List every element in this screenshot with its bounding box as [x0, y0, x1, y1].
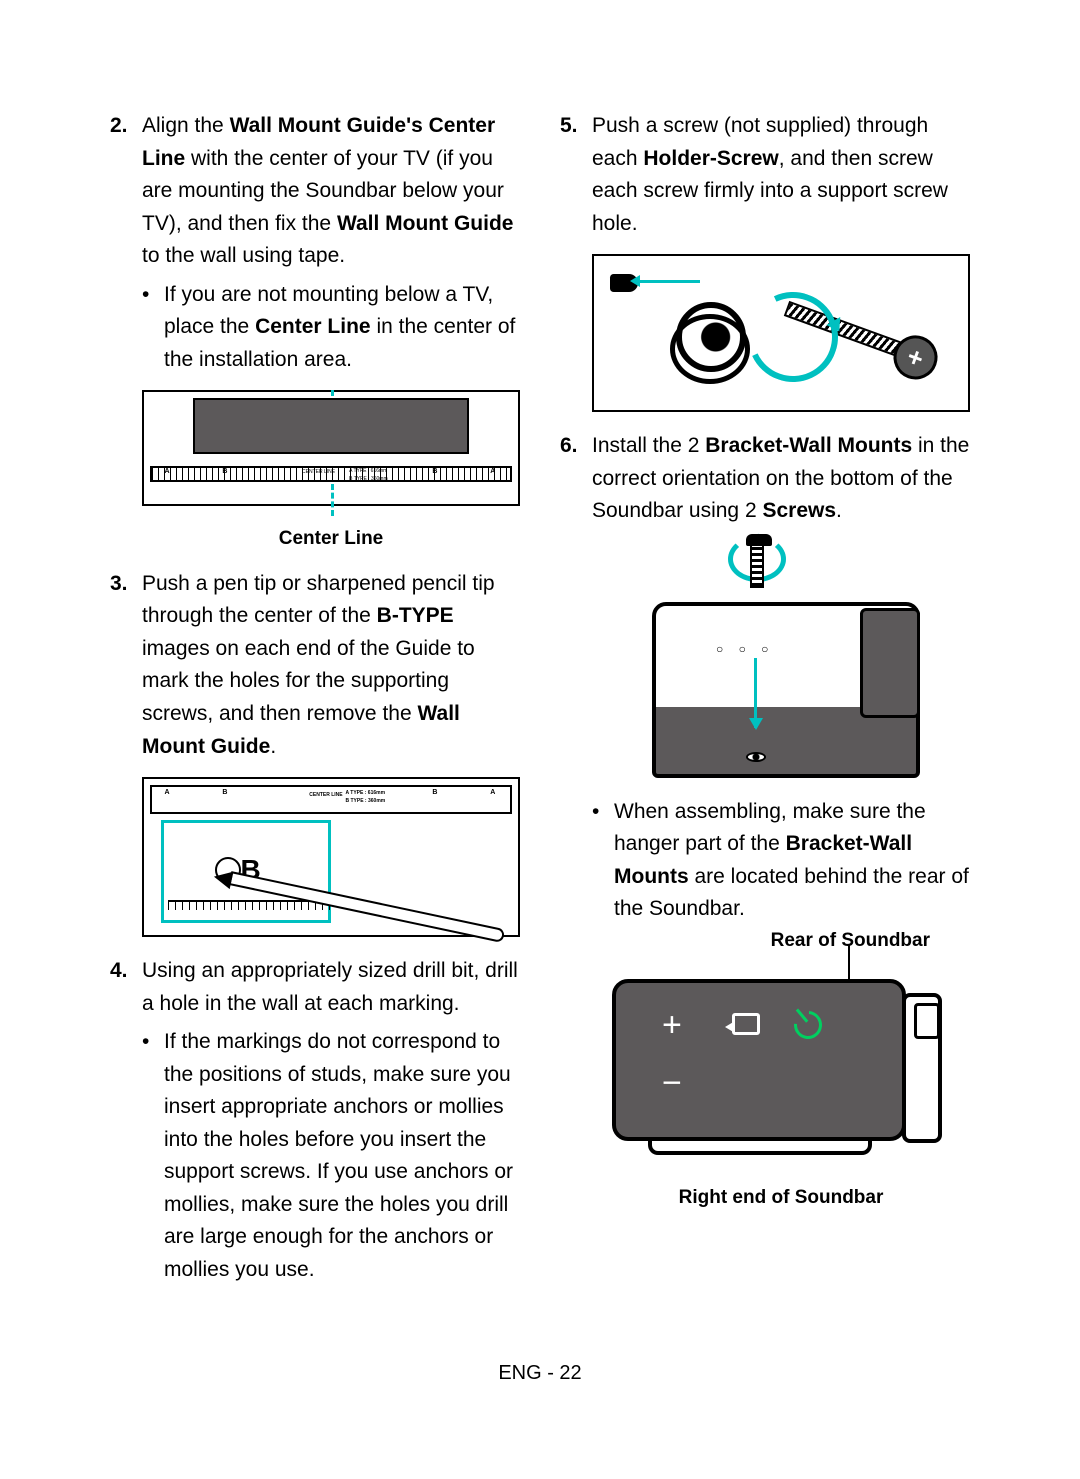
step-4: 4. Using an appropriately sized drill bi… — [110, 955, 520, 1286]
bullet-icon: • — [592, 796, 614, 926]
step-6: 6. Install the 2 Bracket-Wall Mounts in … — [560, 430, 970, 528]
step-3: 3. Push a pen tip or sharpened pencil ti… — [110, 568, 520, 763]
figure-holder-screw — [592, 254, 970, 412]
figure-caption-top: Rear of Soundbar — [592, 926, 970, 955]
source-icon — [732, 1013, 760, 1035]
minus-icon: − — [662, 1057, 682, 1110]
figure-soundbar-rear: + − — [608, 965, 960, 1165]
screw-icon — [887, 329, 943, 385]
bullet-icon: • — [142, 1026, 164, 1286]
plus-icon: + — [662, 999, 682, 1052]
step-body: Align the Wall Mount Guide's Center Line… — [142, 110, 520, 376]
step-4-bullet: • If the markings do not correspond to t… — [142, 1026, 520, 1286]
figure-caption: Center Line — [142, 524, 520, 553]
step-2: 2. Align the Wall Mount Guide's Center L… — [110, 110, 520, 376]
figure-pencil-mark: A B B A CENTER LINE A TYPE : 616mm B TYP… — [142, 777, 520, 937]
step-6-bullet: • When assembling, make sure the hanger … — [592, 796, 970, 926]
left-column: 2. Align the Wall Mount Guide's Center L… — [110, 110, 520, 1295]
step-5: 5. Push a screw (not supplied) through e… — [560, 110, 970, 240]
screw-icon — [750, 544, 764, 588]
step-2-bullet: • If you are not mounting below a TV, pl… — [142, 279, 520, 377]
right-column: 5. Push a screw (not supplied) through e… — [560, 110, 970, 1295]
figure-bracket-mount: ○ ○ ○ — [632, 538, 930, 778]
step-number: 2. — [110, 110, 142, 376]
figure-caption-bottom: Right end of Soundbar — [592, 1183, 970, 1212]
page-footer: ENG - 22 — [0, 1358, 1080, 1389]
figure-center-line: A B B A CENTER LINE A TYPE : 616mm B TYP… — [142, 390, 520, 506]
bullet-icon: • — [142, 279, 164, 377]
